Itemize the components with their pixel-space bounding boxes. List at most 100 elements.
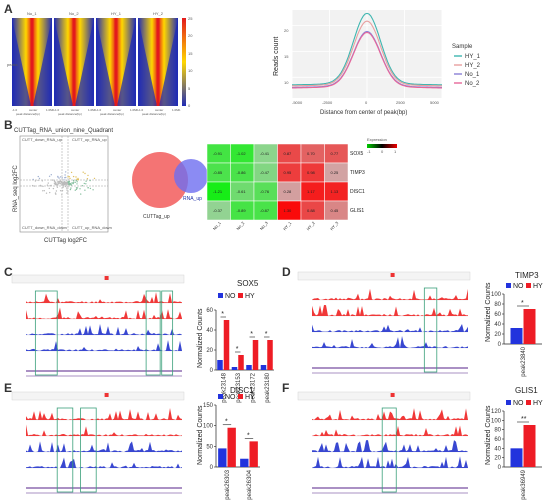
heatmap-xtick: 1.0Mb [172, 108, 181, 112]
bar-category-label: peak36949 [521, 469, 527, 499]
expression-legend-tick: 0 [381, 149, 384, 154]
heatmap-cell-value: -1.02 [237, 151, 247, 156]
legend-entry: HY [533, 283, 543, 290]
heatmap-cell-value: 1.30 [284, 208, 293, 213]
legend-swatch [238, 394, 243, 399]
signal-track [312, 440, 468, 452]
bar-category-label: peak23148 [221, 372, 227, 402]
significance-marker: * [265, 331, 268, 338]
heatmap-xlabel: peak distance(bp) [16, 112, 40, 116]
heatmap-xtick: center [29, 108, 37, 112]
legend-swatch [506, 400, 511, 405]
legend-entry: HY [245, 394, 255, 401]
venn-left-circle [132, 152, 188, 208]
heatmap-col-label: No_1 [212, 220, 222, 231]
bar-chart-ytick: 20 [494, 456, 501, 462]
bar-chart-ytick: 80 [494, 428, 501, 434]
legend-swatch [218, 394, 223, 399]
heatmap-cell-value: 1.13 [331, 189, 340, 194]
profile-series-line [292, 31, 442, 89]
quadrant-corner-label: CUTT_up_RNA_down [72, 225, 112, 230]
signal-track [26, 292, 182, 303]
signal-track [312, 408, 468, 420]
bar-chart-glis1: GLIS1 Normalized Counts 0 20 40 60 80 100 120 ** p… [485, 386, 543, 500]
bar-chart-ytick: 40 [494, 322, 501, 328]
peak-highlight-box [423, 287, 438, 373]
significance-marker: ** [521, 416, 527, 423]
heatmap-col-label: No_3 [259, 220, 269, 231]
bar-chart-ytick: 0 [210, 368, 214, 374]
peak-highlight-box [161, 290, 174, 376]
heatmap-title: No_1 [27, 11, 37, 16]
legend-swatch [526, 400, 531, 405]
panel-label-d: D [282, 265, 291, 279]
bar-chart-sox5: SOX5 Normalized Counts 0 20 40 60 * peak23148 * p… [197, 279, 274, 403]
bar-chart-ytick: 50 [206, 444, 213, 450]
heatmap-xlabel: peak distance(bp) [100, 112, 124, 116]
legend-entry: HY [533, 400, 543, 407]
heatmap-cell-value: -0.87 [260, 208, 270, 213]
panel-label-f: F [282, 381, 290, 395]
colorscale-tick: 5 [188, 86, 191, 91]
heatmap-xtick: 1.0Mb [88, 108, 97, 112]
bar-category-label: peak26304 [247, 469, 253, 499]
heatmap-row-label: SOX5 [350, 151, 364, 157]
heatmap-xtick: -1.0 [96, 108, 102, 112]
signal-track [312, 288, 468, 300]
colorscale-tick: 10 [188, 68, 193, 73]
heatmap-cell-value: 0.87 [284, 151, 293, 156]
quadrant-ylabel: RNA_seq log2FC [13, 165, 19, 212]
colorscale-tick: 0 [188, 103, 191, 108]
peak-highlight-box [80, 407, 97, 493]
peak-highlight-box [56, 407, 74, 493]
bar-no [510, 328, 523, 344]
signal-track [312, 425, 468, 436]
quadrant-corner-label: CUTT_up_RNA_up [72, 137, 107, 142]
heatmap-col-label: HY_1 [282, 220, 293, 231]
profile-xlabel: Distance from center of peak(bp) [320, 110, 407, 116]
heatmap-row-label: DISC1 [350, 189, 365, 195]
legend-entry: NO [513, 400, 524, 407]
bar-no [231, 367, 238, 370]
bar-hy [238, 355, 244, 370]
bar-chart-disc1: DISC1 Normalized Counts 0 50 100 150 * peak2630… [197, 386, 260, 500]
heatmap-title: No_2 [69, 11, 79, 16]
legend-swatch [526, 283, 531, 288]
peak-highlight-box [145, 290, 161, 376]
bar-chart-ylabel: Normalized Counts [485, 282, 492, 342]
signal-track [312, 305, 468, 316]
bar-category-label: peak23180 [265, 372, 271, 402]
heatmap-title: HY_1 [111, 11, 122, 16]
legend-entry: NO [225, 394, 236, 401]
genome-track-d [297, 271, 471, 374]
profile-series-line [292, 12, 442, 86]
profile-xtick: 0 [365, 100, 368, 105]
profile-series-line [292, 20, 442, 87]
heatmap-title: HY_2 [153, 11, 164, 16]
expression-legend-bar [367, 144, 397, 148]
bar-chart-ylabel: Normalized Counts [485, 405, 492, 465]
bar-category-label: peak23153 [236, 372, 242, 402]
bar-chart-title: SOX5 [237, 279, 259, 288]
heatmap-xtick: -1.0 [12, 108, 18, 112]
heatmap-cell-value: -0.86 [237, 170, 247, 175]
heatmap-cell-value: -0.89 [237, 208, 247, 213]
bar-chart-title: GLIS1 [515, 386, 538, 395]
bar-category-label: peak23172 [250, 372, 256, 402]
quadrant-plot: CUTTag_RNA_union_nine_Quadrant CUTT_down… [13, 128, 113, 244]
significance-marker: * [247, 432, 250, 439]
heatmap-xtick: center [155, 108, 163, 112]
bar-chart-ytick: 40 [206, 328, 213, 334]
legend-entry: HY_2 [465, 63, 481, 69]
profile-ytick: 10 [284, 80, 289, 85]
bar-hy [223, 320, 230, 370]
bar-chart-ytick: 100 [203, 424, 214, 430]
signal-track [26, 408, 182, 420]
venn-right-circle [174, 159, 208, 193]
profile-xtick: -2500 [322, 100, 333, 105]
panel-label-c: C [4, 265, 13, 279]
heatmap-cell-value: -0.76 [260, 189, 270, 194]
panel-label-e: E [4, 381, 13, 395]
colorscale-tick: 25 [188, 16, 193, 21]
bar-chart-ytick: 150 [203, 403, 214, 409]
